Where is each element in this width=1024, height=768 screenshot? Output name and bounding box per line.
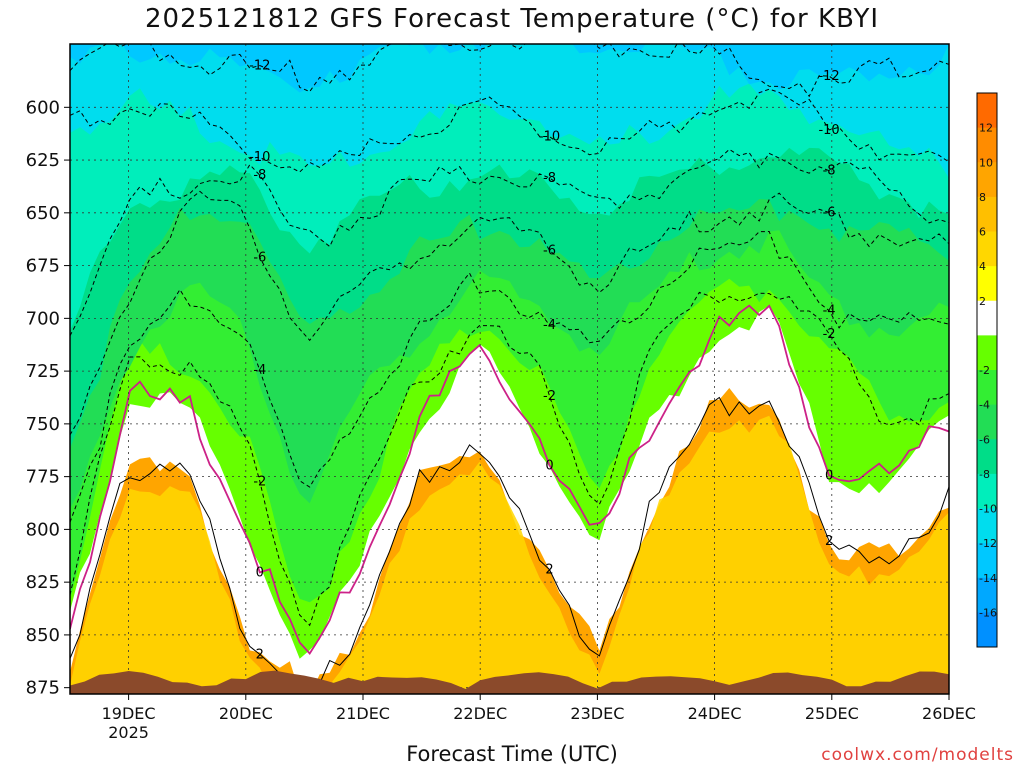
y-tick-label: 600 [26, 97, 60, 118]
credit-link[interactable]: coolwx.com/modelts [821, 745, 1014, 765]
y-axis: 600 625 650 675 700 725 750 775 800 825 850 875 [26, 97, 70, 699]
y-tick-label: 775 [26, 467, 60, 488]
colorbar-swatch [977, 543, 997, 579]
terrain-fill [70, 670, 949, 694]
y-tick-label: 625 [26, 150, 60, 171]
isotherm--2 [70, 291, 949, 627]
colorbar-swatch [977, 93, 997, 129]
y-tick-label: 725 [26, 361, 60, 382]
contour-label: 0 [256, 565, 264, 580]
contour-label: -4 [543, 318, 556, 333]
contour-label: -2 [823, 327, 836, 342]
colorbar-label: 8 [979, 191, 986, 204]
y-tick-label: 875 [26, 678, 60, 699]
contour-label: -4 [823, 304, 836, 319]
y-tick-label: 650 [26, 203, 60, 224]
y-tick-label: 675 [26, 256, 60, 277]
colorbar-label: 10 [979, 156, 993, 169]
colorbar-swatch [977, 577, 997, 613]
contour-label: -2 [253, 474, 266, 489]
x-tick-label: 22DEC [453, 704, 507, 723]
colorbar-swatch [977, 404, 997, 440]
x-tick-label: 24DEC [688, 704, 742, 723]
isotherm-contours [70, 44, 949, 694]
colorbar-label: 4 [979, 260, 986, 273]
y-tick-label: 825 [26, 572, 60, 593]
colorbar-swatch [977, 473, 997, 509]
x-tick-label: 20DEC [219, 704, 273, 723]
colorbar-label: -8 [979, 468, 990, 481]
colorbar-label: -2 [979, 364, 990, 377]
colorbar: 12 10 8 6 4 2 -2 -4 -6 -8 -10 -12 -14 -16 [976, 92, 998, 648]
grid-lines [70, 44, 949, 694]
colorbar-label: -4 [979, 399, 990, 412]
colorbar-swatch [977, 162, 997, 198]
contour-label: -2 [543, 389, 556, 404]
contour-label: 0 [825, 468, 833, 483]
contour-label: -10 [818, 123, 839, 138]
isotherm-2 [70, 396, 949, 694]
colorbar-swatch [977, 508, 997, 544]
x-axis-title: Forecast Time (UTC) [406, 742, 618, 766]
contour-label: -12 [249, 59, 270, 74]
colorbar-swatch [977, 196, 997, 232]
x-tick-label: 23DEC [570, 704, 624, 723]
isotherm--4 [70, 230, 949, 523]
contour-label: 0 [545, 458, 553, 473]
contour-label: 2 [256, 647, 264, 662]
colorbar-label: -12 [979, 537, 997, 550]
y-tick-label: 850 [26, 625, 60, 646]
contour-label: 2 [545, 563, 553, 578]
chart-title: 2025121812 GFS Forecast Temperature (°C)… [144, 4, 880, 34]
contour-label: -8 [253, 168, 266, 183]
colorbar-swatch [977, 335, 997, 371]
isotherm-0 [70, 304, 949, 655]
colorbar-swatch [977, 127, 997, 163]
colorbar-frame [976, 92, 998, 648]
contour-label: -6 [253, 250, 266, 265]
colorbar-label: -16 [979, 606, 997, 619]
isotherm--10 [70, 88, 949, 173]
isotherm--8 [70, 148, 949, 337]
colorbar-label: -10 [979, 503, 997, 516]
contour-label: -10 [539, 130, 560, 145]
y-tick-label: 700 [26, 308, 60, 329]
contour-label: -10 [249, 150, 270, 165]
contour-label: -12 [818, 69, 839, 84]
contour-label: 2 [825, 534, 833, 549]
x-tick-label: 25DEC [805, 704, 859, 723]
contour-label: -8 [823, 164, 836, 179]
x-tick-label: 21DEC [336, 704, 390, 723]
band-above--12 [70, 44, 949, 93]
colorbar-swatch [977, 612, 997, 648]
x-tick-label: 19DEC [102, 704, 156, 723]
colorbar-label: -6 [979, 433, 990, 446]
colorbar-label: 12 [979, 122, 993, 135]
x-tick-sublabel: 2025 [108, 723, 149, 742]
colorbar-label: -14 [979, 572, 997, 585]
band-warm-4 [70, 415, 949, 694]
plot-frame [69, 43, 950, 695]
colorbar-swatch [977, 300, 997, 336]
y-tick-label: 750 [26, 414, 60, 435]
colorbar-swatch [977, 370, 997, 406]
colorbar-swatch [977, 231, 997, 267]
temperature-field [70, 44, 949, 694]
colorbar-label: 2 [979, 295, 986, 308]
x-tick-label: 26DEC [922, 704, 976, 723]
colorbar-swatch [977, 439, 997, 475]
isotherm--6 [70, 190, 949, 436]
terrain [70, 670, 949, 694]
contour-label: -4 [253, 363, 266, 378]
contour-label: -6 [823, 206, 836, 221]
colorbar-swatch [977, 266, 997, 302]
contour-label: -6 [543, 244, 556, 259]
contour-labels: -12 -12 -10 -10 -10 -8 -8 -8 -6 -6 -6 -4 -4 -4 -2 -2 -2 0… [249, 59, 840, 663]
colorbar-label: 6 [979, 226, 986, 239]
contour-label: -8 [543, 171, 556, 186]
y-tick-label: 800 [26, 519, 60, 540]
